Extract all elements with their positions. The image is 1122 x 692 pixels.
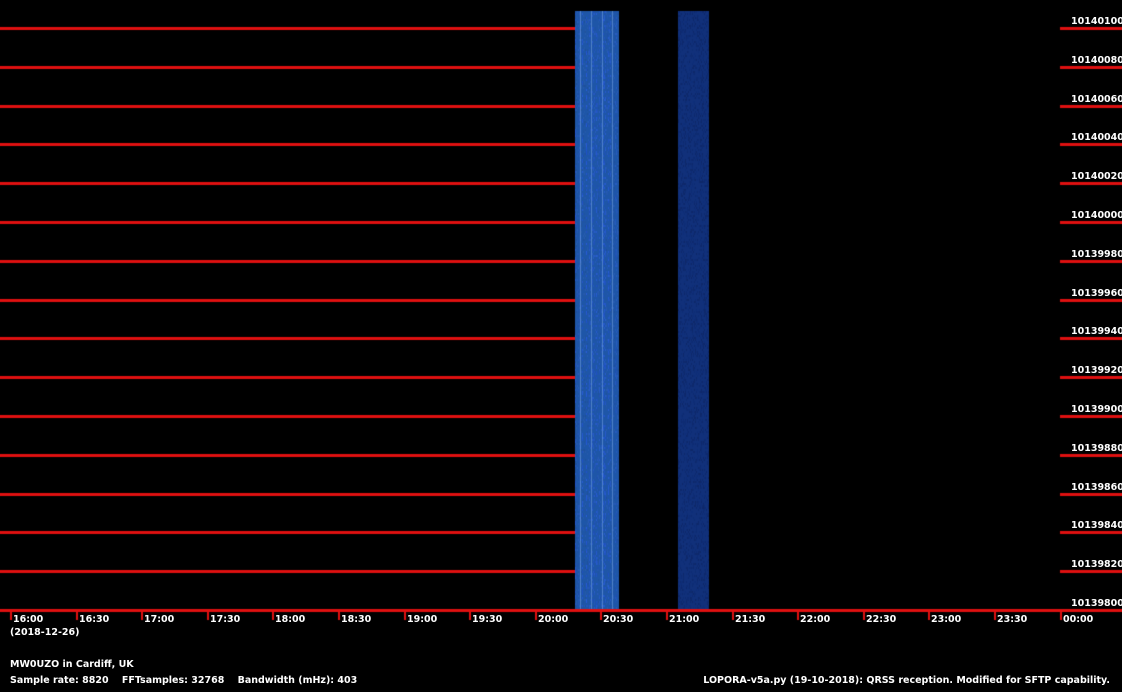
time-tick-label: 23:00 [931, 614, 962, 625]
frequency-tick-label: 10139900 [1071, 404, 1122, 415]
time-tick-label: 23:30 [997, 614, 1028, 625]
sample-rate-value: 8820 [82, 675, 109, 686]
frequency-tick-label: 10140000 [1071, 210, 1122, 221]
bandwidth-value: 403 [337, 675, 358, 686]
bandwidth-label: Bandwidth (mHz): [237, 675, 335, 686]
frequency-tick-label: 10140020 [1071, 171, 1122, 182]
time-tick-label: 22:00 [800, 614, 831, 625]
time-tick-label: 20:00 [538, 614, 569, 625]
frequency-tick-label: 10140080 [1071, 55, 1122, 66]
frequency-tick-label: 10139860 [1071, 482, 1122, 493]
time-tick-label: 16:30 [79, 614, 110, 625]
frequency-tick-label: 10139880 [1071, 443, 1122, 454]
sample-rate-label: Sample rate: [10, 675, 79, 686]
time-tick-label: 00:00 [1063, 614, 1094, 625]
frequency-tick-label: 10140060 [1071, 94, 1122, 105]
frequency-tick-label: 10139820 [1071, 559, 1122, 570]
software-info: LOPORA-v5a.py (19-10-2018): QRSS recepti… [703, 675, 1110, 686]
time-tick-label: 17:30 [210, 614, 241, 625]
frequency-tick-label: 10139940 [1071, 326, 1122, 337]
parameters-line: Sample rate: 8820 FFTsamples: 32768 Band… [10, 675, 357, 687]
time-tick-label: 20:30 [603, 614, 634, 625]
frequency-tick-label: 10139840 [1071, 520, 1122, 531]
frequency-tick-label: 10140100 [1071, 16, 1122, 27]
station-label: MW0UZO in Cardiff, UK [10, 659, 134, 670]
time-tick-label: 19:30 [472, 614, 503, 625]
time-tick-label: 21:00 [669, 614, 700, 625]
frequency-tick-label: 10139980 [1071, 249, 1122, 260]
fft-samples-value: 32768 [191, 675, 225, 686]
fft-samples-label: FFTsamples: [121, 675, 188, 686]
frequency-tick-label: 10139800 [1071, 598, 1122, 609]
date-label: (2018-12-26) [10, 627, 80, 638]
time-tick-label: 18:00 [275, 614, 306, 625]
frequency-tick-label: 10139960 [1071, 288, 1122, 299]
frequency-tick-label: 10140040 [1071, 132, 1122, 143]
time-tick-label: 17:00 [144, 614, 175, 625]
time-tick-label: 19:00 [407, 614, 438, 625]
time-tick-label: 22:30 [866, 614, 897, 625]
time-tick-label: 21:30 [735, 614, 766, 625]
frequency-tick-label: 10139920 [1071, 365, 1122, 376]
time-tick-label: 16:00 [13, 614, 44, 625]
time-tick-label: 18:30 [341, 614, 372, 625]
